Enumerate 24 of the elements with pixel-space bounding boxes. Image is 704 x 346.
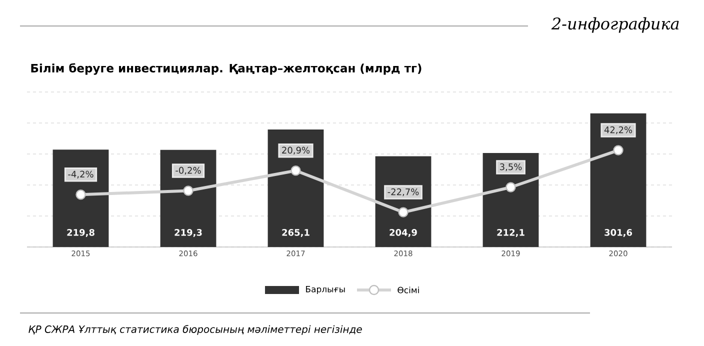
point xyxy=(76,190,86,200)
point xyxy=(183,186,194,196)
bar xyxy=(590,113,646,247)
chart-title: Білім беруге инвестициялар. Қаңтар–желтоқсан (млрд тг) xyxy=(31,63,422,75)
point xyxy=(506,182,516,192)
point xyxy=(613,145,624,156)
text: ҚР СЖРА Ұлттық статистика бюросының мәліметтері негізінде xyxy=(28,325,362,335)
data-label: 212,1 xyxy=(497,229,524,237)
point xyxy=(398,207,408,218)
legend-label: Өсімі xyxy=(398,286,419,294)
data-label: 265,1 xyxy=(282,229,310,237)
data-label: -4,2% xyxy=(68,170,94,178)
data-label: 219,3 xyxy=(174,229,202,237)
data-label: -22,7% xyxy=(388,188,419,196)
data-label: -0,2% xyxy=(176,166,201,175)
data-label: 219,8 xyxy=(67,229,94,237)
data-label: 301,6 xyxy=(604,229,632,237)
legend-label: Барлығы xyxy=(306,286,345,294)
data-label: 42,2% xyxy=(604,126,632,134)
data-label: 204,9 xyxy=(390,229,417,237)
data-label: 20,9% xyxy=(282,146,310,154)
point xyxy=(290,166,301,176)
text: 2-инфографика xyxy=(551,17,679,33)
data-label: 3,5% xyxy=(500,163,522,172)
